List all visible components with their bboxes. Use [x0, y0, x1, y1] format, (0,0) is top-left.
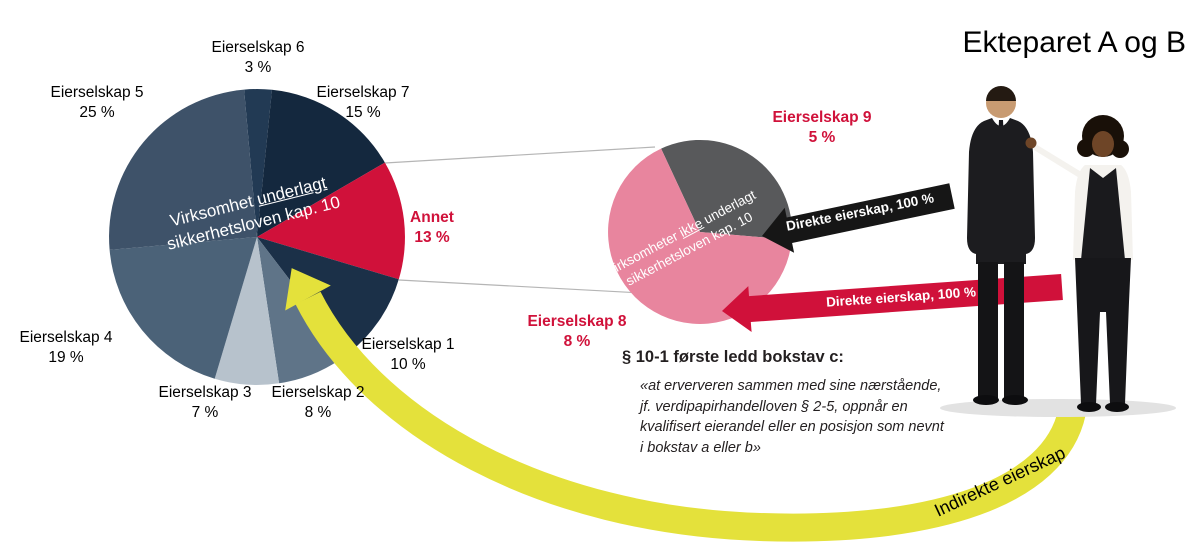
law-quote-block: § 10-1 første ledd bokstav c: «at erverv… [622, 348, 962, 458]
callout-line-bottom [398, 279, 643, 294]
figure-title: Ekteparet A og B [962, 26, 1187, 59]
slice-eierselskap-5 [109, 89, 257, 250]
couple-photo [940, 86, 1176, 417]
slice-pink-share [608, 148, 792, 324]
slice-eierselskap-3 [214, 237, 280, 385]
slice-annet [257, 162, 405, 280]
indirect-ownership-arrowhead [285, 268, 331, 311]
law-line: i bokstav a eller b» [640, 439, 761, 456]
label-eierselskap-1: Eierselskap 1 10 % [361, 336, 455, 373]
pie-virksomheter-ikke-underlagt [608, 139, 793, 324]
label-eierselskap-7: Eierselskap 7 15 % [316, 84, 410, 121]
slice-grey-share [661, 139, 793, 240]
woman-figure [1025, 115, 1133, 412]
label-eierselskap-4: Eierselskap 4 19 % [19, 329, 113, 366]
law-line: kvalifisert eierandel eller en posisjon … [640, 419, 944, 436]
label-annet: Annet 13 % [410, 209, 454, 246]
direct-ownership-arrow-black [762, 183, 955, 253]
law-line: «at erververen sammen med sine nærståend… [640, 378, 942, 394]
slice-eierselskap-1 [257, 237, 399, 355]
label-eierselskap-5: Eierselskap 5 25 % [50, 84, 144, 121]
direct-ownership-arrow-red [722, 274, 1063, 332]
law-line: jf. verdipapirhandelloven § 2-5, oppnår … [640, 398, 908, 415]
law-heading: § 10-1 første ledd bokstav c: [622, 348, 844, 366]
indirect-ownership-curve [295, 291, 1086, 542]
slice-eierselskap-6 [244, 89, 272, 237]
callout-line-top [384, 146, 656, 164]
pie-virksomhet-underlagt [109, 89, 405, 385]
slice-eierselskap-7 [257, 89, 385, 237]
slice-eierselskap-4 [109, 237, 257, 379]
man-figure [967, 86, 1035, 405]
